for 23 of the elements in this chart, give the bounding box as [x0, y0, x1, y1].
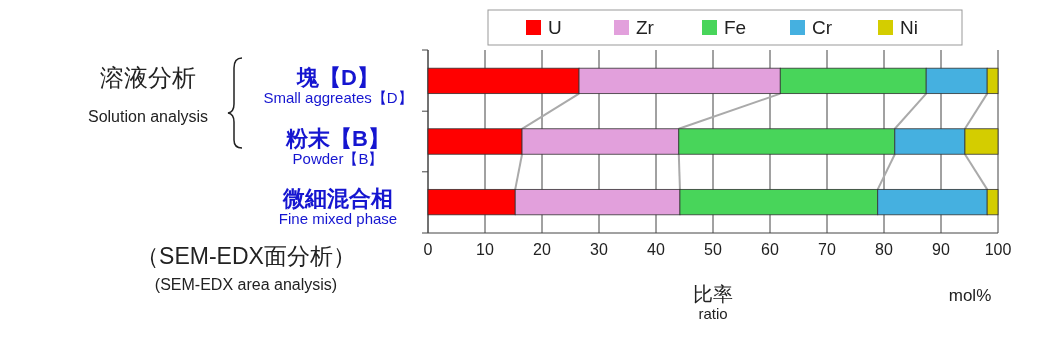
y-tick-label: 粉末【B】 Powder【B】	[285, 125, 390, 167]
x-tick-label: 10	[476, 241, 494, 258]
x-axis-title: 比率 ratio	[693, 283, 733, 322]
legend-label: U	[548, 17, 562, 38]
y-tick-label: 微細混合相 Fine mixed phase	[278, 186, 398, 228]
x-tick-label: 60	[761, 241, 779, 258]
legend-label: Fe	[724, 17, 747, 38]
x-tick-label: 100	[984, 241, 1012, 258]
legend-label: Cr	[812, 17, 833, 38]
y-tick-label: 塊【D】 Small aggreates【D】	[263, 64, 413, 106]
x-tick-label: 90	[932, 241, 950, 258]
x-tick-label: 30	[590, 241, 608, 258]
text: （SEM-EDX面分析） (SEM-EDX area analysis)	[136, 243, 356, 293]
x-tick-label: 0	[423, 241, 433, 258]
x-tick-label: 80	[875, 241, 893, 258]
x-tick-label: 20	[533, 241, 551, 258]
text: 溶液分析 Solution analysis	[87, 64, 209, 125]
legend-label: Ni	[900, 17, 918, 38]
legend-label: Zr	[636, 17, 655, 38]
text: mol%	[948, 286, 992, 305]
x-tick-label: 50	[704, 241, 722, 258]
x-tick-label: 70	[818, 241, 836, 258]
x-tick-label: 40	[647, 241, 665, 258]
